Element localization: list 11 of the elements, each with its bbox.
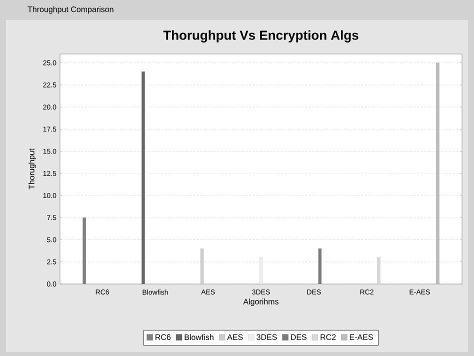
text: Throughput Comparison xyxy=(28,6,114,14)
y-axis-title: Thorughput xyxy=(28,148,36,190)
legend-label: E-AES xyxy=(350,334,373,340)
legend-label: RC2 xyxy=(320,334,336,340)
x-axis-title: Algorihms xyxy=(243,298,278,306)
legend-label: 3DES xyxy=(256,334,277,340)
legend-label: Blowfish xyxy=(184,334,214,340)
legend-label: DES xyxy=(291,334,306,340)
legend-label: RC6 xyxy=(156,334,171,340)
legend-label: AES xyxy=(227,334,243,340)
chart-title: Thorughput Vs Encryption Algs xyxy=(163,30,358,42)
